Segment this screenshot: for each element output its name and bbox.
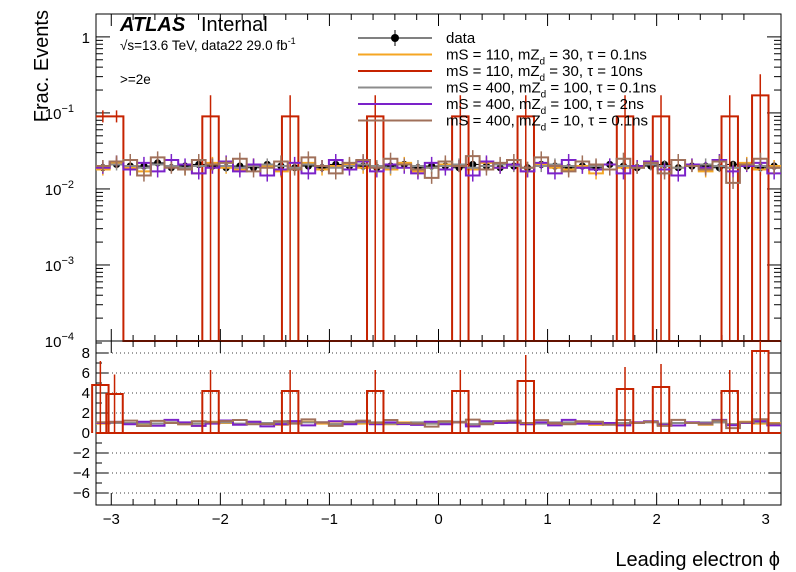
legend-label: mS = 400, mZd = 100, τ = 0.1ns [446, 80, 656, 101]
ratio-tick-label-x: 1 [543, 511, 551, 528]
series-histogram [96, 115, 781, 342]
series-5 [96, 150, 781, 189]
ratio-tick-label-x: −1 [321, 511, 338, 528]
selection-label: >=2e [120, 72, 151, 87]
main-plot-panel: 1 10−1 10−2 10−3 10−4 [45, 13, 782, 351]
ratio-tick-label-y: 0 [82, 425, 90, 442]
ratio-tick-label-x: 3 [762, 511, 770, 528]
ratio-tick-label-y: 8 [82, 345, 90, 362]
ratio-tick-label-x: −2 [212, 511, 229, 528]
ratio-tick-label-y: −4 [73, 465, 90, 482]
series-histogram [96, 155, 781, 184]
ratio-tick-label-y: −2 [73, 445, 90, 462]
ratio-series-histogram [96, 418, 781, 430]
ratio-tick-label-y: 4 [82, 385, 90, 402]
legend-label: mS = 400, mZd = 100, τ = 2ns [446, 96, 644, 117]
legend-label: mS = 400, mZd = 10, τ = 0.1ns [446, 113, 648, 134]
ratio-tick-label-x: 2 [652, 511, 660, 528]
ratio-plot-panel: −3 −2 −1 0 1 2 3 8 6 4 2 0 −2 −4 −6 [73, 340, 782, 528]
main-tick-label-y: 10−1 [45, 103, 74, 123]
internal-label: Internal [201, 14, 268, 36]
legend-label: mS = 110, mZd = 30, τ = 0.1ns [446, 47, 647, 68]
legend-label: mS = 110, mZd = 30, τ = 10ns [446, 63, 643, 84]
atlas-label: ATLAS [119, 14, 186, 36]
main-tick-label-y: 10−4 [45, 331, 74, 351]
series-2 [96, 74, 781, 342]
main-tick-label-y: 10−2 [45, 179, 74, 199]
main-tick-label-y: 1 [82, 30, 90, 47]
ratio-tick-label-x: −3 [103, 511, 120, 528]
main-tick-label-y: 10−3 [45, 255, 74, 275]
ratio-tick-label-y: 2 [82, 405, 90, 422]
x-axis-label: Leading electron ϕ [615, 549, 780, 571]
energy-label: √s=13.6 TeV, data22 29.0 fb-1 [120, 36, 296, 53]
legend-label: data [446, 30, 476, 47]
y-axis-label: Frac. Events [31, 10, 53, 122]
ratio-tick-label-y: 6 [82, 365, 90, 382]
ratio-tick-label-x: 0 [434, 511, 442, 528]
ratio-tick-label-y: −6 [73, 485, 90, 502]
